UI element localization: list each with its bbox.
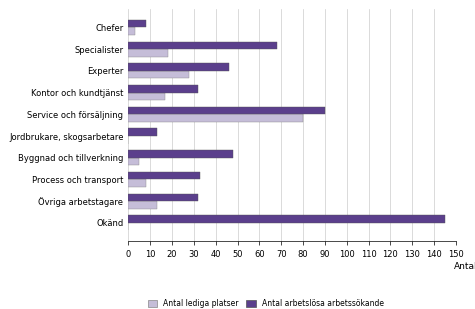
Bar	[128, 28, 135, 35]
Bar	[128, 180, 146, 187]
Bar	[128, 41, 277, 49]
Bar	[128, 49, 168, 57]
Bar	[128, 129, 157, 136]
Bar	[128, 193, 198, 201]
Bar	[128, 172, 200, 180]
Legend: Antal lediga platser, Antal arbetslösa arbetssökande: Antal lediga platser, Antal arbetslösa a…	[145, 296, 387, 309]
Bar	[128, 71, 190, 78]
X-axis label: Antal: Antal	[454, 262, 475, 271]
Bar	[128, 20, 146, 28]
Bar	[128, 114, 303, 122]
Bar	[128, 85, 198, 93]
Bar	[128, 150, 233, 158]
Bar	[128, 63, 229, 71]
Bar	[128, 158, 139, 165]
Bar	[128, 107, 325, 114]
Bar	[128, 215, 445, 223]
Bar	[128, 201, 157, 209]
Bar	[128, 93, 165, 100]
